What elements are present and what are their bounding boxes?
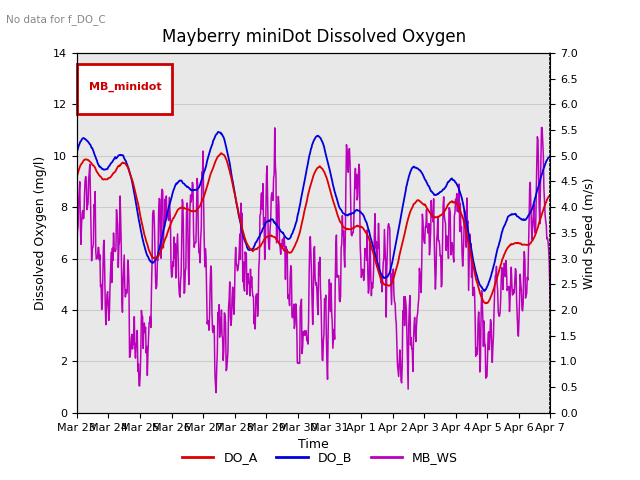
MB_WS: [481, 342, 489, 348]
DO_B: [481, 288, 488, 294]
MB_WS: [102, 322, 109, 328]
DO_B: [214, 129, 221, 135]
DO_B: [73, 149, 81, 155]
DO_A: [102, 177, 109, 182]
DO_B: [433, 192, 440, 197]
MB_WS: [433, 238, 440, 244]
Title: Mayberry miniDot Dissolved Oxygen: Mayberry miniDot Dissolved Oxygen: [161, 28, 466, 46]
MB_WS: [375, 240, 383, 245]
Y-axis label: Dissolved Oxygen (mg/l): Dissolved Oxygen (mg/l): [35, 156, 47, 310]
DO_A: [218, 150, 225, 156]
DO_A: [481, 300, 489, 306]
Line: MB_WS: MB_WS: [77, 128, 550, 393]
DO_A: [375, 271, 383, 276]
DO_A: [547, 192, 554, 198]
Text: MB_minidot: MB_minidot: [88, 82, 161, 92]
DO_B: [349, 210, 356, 216]
DO_A: [361, 228, 369, 234]
DO_A: [73, 174, 81, 180]
FancyBboxPatch shape: [77, 64, 172, 114]
DO_B: [361, 216, 369, 222]
X-axis label: Time: Time: [298, 438, 329, 451]
Legend: DO_A, DO_B, MB_WS: DO_A, DO_B, MB_WS: [177, 446, 463, 469]
DO_A: [482, 300, 490, 306]
DO_B: [482, 287, 490, 292]
DO_B: [375, 266, 383, 272]
MB_WS: [349, 229, 356, 235]
MB_WS: [361, 246, 369, 252]
DO_B: [102, 167, 109, 172]
MB_WS: [212, 390, 220, 396]
Y-axis label: Wind Speed (m/s): Wind Speed (m/s): [584, 177, 596, 288]
DO_A: [433, 215, 440, 220]
DO_B: [547, 155, 554, 160]
MB_WS: [73, 253, 81, 259]
Line: DO_A: DO_A: [77, 153, 550, 303]
Text: No data for f_DO_C: No data for f_DO_C: [6, 14, 106, 25]
DO_A: [349, 226, 356, 231]
MB_WS: [538, 125, 545, 131]
Line: DO_B: DO_B: [77, 132, 550, 291]
MB_WS: [547, 312, 554, 318]
